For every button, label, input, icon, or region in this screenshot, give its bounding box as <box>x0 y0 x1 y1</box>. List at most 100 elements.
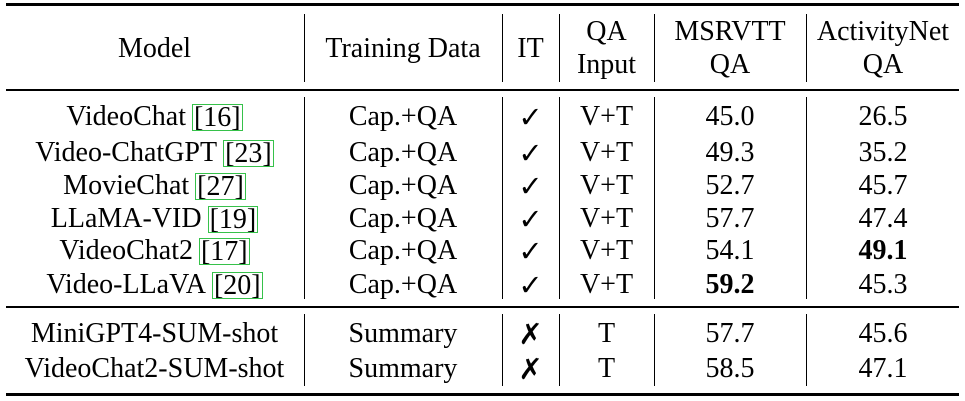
column-divider <box>304 314 306 386</box>
header-training-data: Training Data <box>305 14 501 82</box>
citation-link[interactable]: [16] <box>191 101 243 133</box>
cell-it: ✗ <box>503 352 558 386</box>
header-line: QA <box>709 49 751 80</box>
cell-value: V+T <box>579 137 634 168</box>
cell-value: 49.3 <box>705 137 755 168</box>
cell-value: 47.4 <box>858 203 908 234</box>
bottom-rule <box>6 393 959 396</box>
cell-value: V+T <box>579 203 634 234</box>
header-msrvtt-qa: MSRVTT QA <box>655 14 805 82</box>
header-line: IT <box>517 32 544 64</box>
cross-mark-icon: ✗ <box>518 351 543 386</box>
cell-model: LLaMA-VID [19] <box>6 202 303 236</box>
cell-qa-input: V+T <box>560 202 653 236</box>
citation-link[interactable]: [20] <box>211 269 263 301</box>
cell-qa-input: V+T <box>560 169 653 203</box>
cell-value: T <box>597 353 616 384</box>
cell-qa-input: V+T <box>560 234 653 268</box>
cell-training-data: Cap.+QA <box>305 136 501 170</box>
cell-msrvtt-qa: 57.7 <box>655 202 805 236</box>
model-name: VideoChat2 <box>59 235 193 266</box>
cell-training-data: Cap.+QA <box>305 169 501 203</box>
cell-value: 52.7 <box>705 170 755 201</box>
cell-activitynet-qa: 45.7 <box>807 169 959 203</box>
cell-it: ✓ <box>503 169 558 203</box>
cell-it: ✓ <box>503 202 558 236</box>
header-line: QA <box>586 16 627 47</box>
check-mark-icon: ✓ <box>518 168 543 203</box>
header-model: Model <box>6 14 303 82</box>
cell-qa-input: V+T <box>560 268 653 302</box>
cell-value: Cap.+QA <box>348 137 458 168</box>
header-line: Input <box>576 49 637 80</box>
model-name: MiniGPT4-SUM-shot <box>30 318 279 349</box>
cell-model: MovieChat [27] <box>6 169 303 203</box>
citation-link[interactable]: [19] <box>207 203 259 235</box>
citation-link[interactable]: [23] <box>223 137 274 169</box>
cell-value: T <box>597 318 616 349</box>
header-line: Model <box>117 32 192 64</box>
cell-value: 57.7 <box>705 203 755 234</box>
header-line: MSRVTT <box>674 16 786 47</box>
cell-training-data: Cap.+QA <box>305 234 501 268</box>
cell-msrvtt-qa: 45.0 <box>655 100 805 134</box>
cell-value: Cap.+QA <box>348 101 458 132</box>
cell-value: V+T <box>579 170 634 201</box>
column-divider <box>559 14 561 82</box>
cell-value: 59.2 <box>705 269 755 300</box>
header-it: IT <box>503 14 558 82</box>
cell-model: MiniGPT4-SUM-shot <box>6 317 303 351</box>
cell-value: 58.5 <box>705 353 755 384</box>
cell-value: 26.5 <box>858 101 908 132</box>
model-name: VideoChat <box>66 101 186 132</box>
top-rule <box>6 3 959 6</box>
cell-value: 45.6 <box>858 318 908 349</box>
check-mark-icon: ✓ <box>518 233 543 268</box>
cell-it: ✓ <box>503 234 558 268</box>
cross-mark-icon: ✗ <box>518 316 543 351</box>
cell-training-data: Cap.+QA <box>305 268 501 302</box>
cell-value: V+T <box>579 269 634 300</box>
cell-it: ✓ <box>503 268 558 302</box>
cell-value: 57.7 <box>705 318 755 349</box>
cell-model: VideoChat [16] <box>6 100 303 134</box>
cell-qa-input: V+T <box>560 100 653 134</box>
cell-value: 54.1 <box>705 235 755 266</box>
check-mark-icon: ✓ <box>518 267 543 302</box>
cell-activitynet-qa: 45.6 <box>807 317 959 351</box>
cell-value: 35.2 <box>858 137 908 168</box>
model-name: MovieChat <box>63 170 190 201</box>
cell-qa-input: V+T <box>560 136 653 170</box>
cell-msrvtt-qa: 54.1 <box>655 234 805 268</box>
cell-value: V+T <box>579 101 634 132</box>
cell-activitynet-qa: 47.4 <box>807 202 959 236</box>
cell-msrvtt-qa: 59.2 <box>655 268 805 302</box>
cell-value: 45.0 <box>705 101 755 132</box>
check-mark-icon: ✓ <box>518 135 543 170</box>
cell-value: Cap.+QA <box>348 203 458 234</box>
cell-activitynet-qa: 47.1 <box>807 352 959 386</box>
check-mark-icon: ✓ <box>518 201 543 236</box>
model-name: VideoChat2-SUM-shot <box>24 353 285 384</box>
column-divider <box>654 314 656 386</box>
column-divider <box>654 97 656 299</box>
column-divider <box>559 97 561 299</box>
cell-value: Summary <box>348 318 458 349</box>
check-mark-icon: ✓ <box>518 99 543 134</box>
column-divider <box>502 14 504 82</box>
citation-link[interactable]: [27] <box>195 170 246 202</box>
model-name: LLaMA-VID <box>50 203 202 234</box>
column-divider <box>304 97 306 299</box>
cell-qa-input: T <box>560 352 653 386</box>
citation-link[interactable]: [17] <box>198 235 250 267</box>
column-divider <box>559 314 561 386</box>
group-rule <box>6 306 959 308</box>
cell-msrvtt-qa: 57.7 <box>655 317 805 351</box>
cell-it: ✓ <box>503 136 558 170</box>
header-rule <box>6 89 959 91</box>
column-divider <box>806 97 808 299</box>
cell-model: Video-ChatGPT [23] <box>6 136 303 170</box>
cell-model: VideoChat2 [17] <box>6 234 303 268</box>
model-name: Video-LLaVA <box>46 269 206 300</box>
